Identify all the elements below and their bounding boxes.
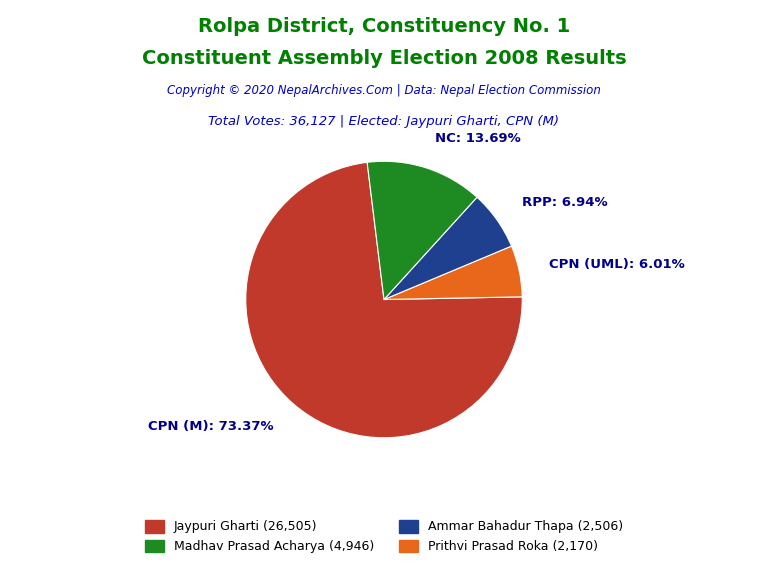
Text: Total Votes: 36,127 | Elected: Jaypuri Gharti, CPN (M): Total Votes: 36,127 | Elected: Jaypuri G… — [208, 115, 560, 128]
Wedge shape — [246, 162, 522, 438]
Text: Rolpa District, Constituency No. 1: Rolpa District, Constituency No. 1 — [198, 17, 570, 36]
Ellipse shape — [304, 297, 464, 321]
Text: Copyright © 2020 NepalArchives.Com | Data: Nepal Election Commission: Copyright © 2020 NepalArchives.Com | Dat… — [167, 84, 601, 97]
Wedge shape — [384, 197, 511, 300]
Text: CPN (M): 73.37%: CPN (M): 73.37% — [148, 420, 273, 433]
Text: NC: 13.69%: NC: 13.69% — [435, 132, 521, 145]
Wedge shape — [384, 246, 522, 300]
Wedge shape — [367, 161, 477, 300]
Text: CPN (UML): 6.01%: CPN (UML): 6.01% — [549, 258, 685, 271]
Legend: Jaypuri Gharti (26,505), Madhav Prasad Acharya (4,946), Ammar Bahadur Thapa (2,5: Jaypuri Gharti (26,505), Madhav Prasad A… — [140, 515, 628, 558]
Text: Constituent Assembly Election 2008 Results: Constituent Assembly Election 2008 Resul… — [141, 49, 627, 68]
Text: RPP: 6.94%: RPP: 6.94% — [521, 196, 607, 209]
